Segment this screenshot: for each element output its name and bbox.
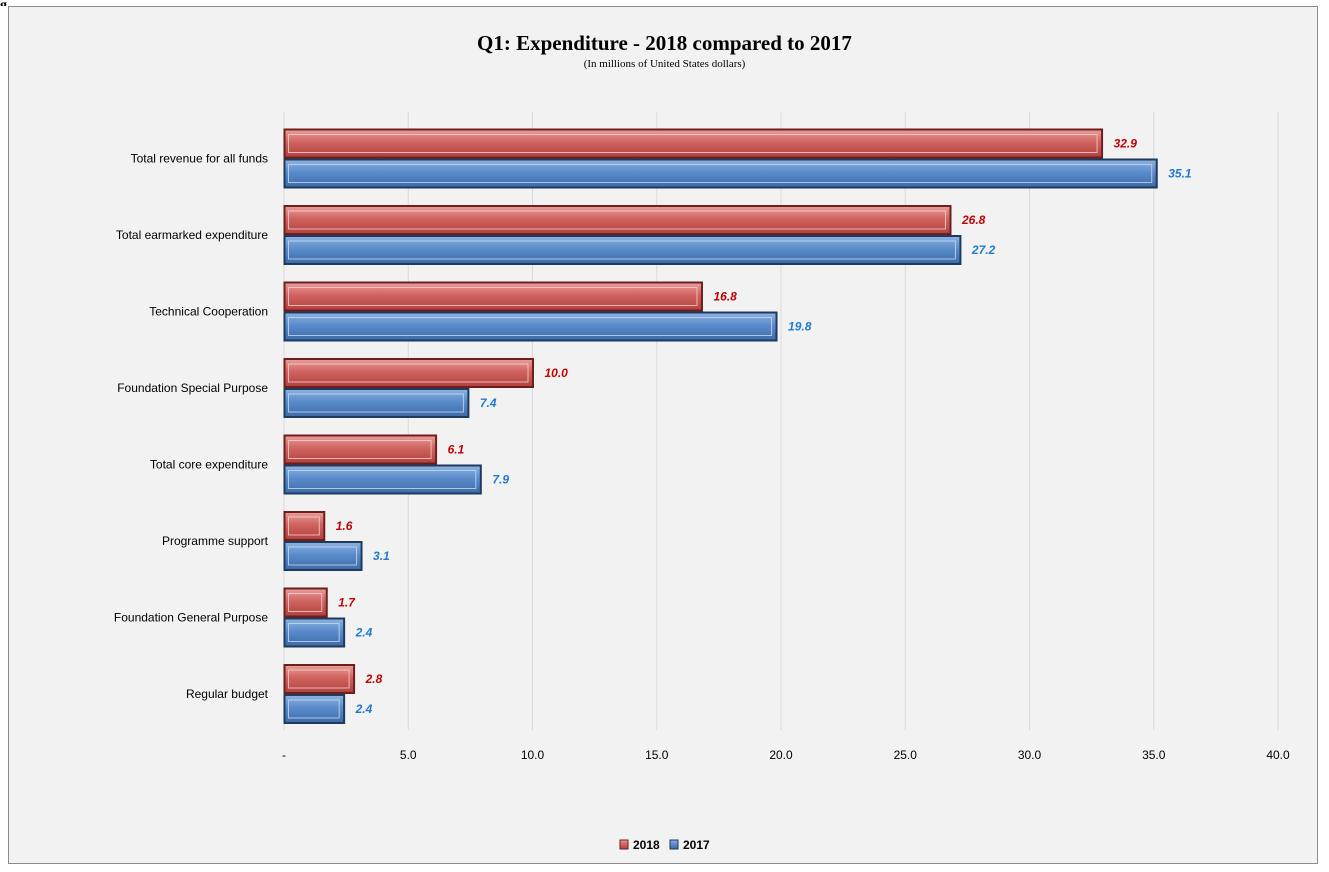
- bar-bevel: [288, 699, 340, 719]
- data-label-2018: 1.6: [336, 519, 353, 533]
- x-tick-label: 15.0: [645, 748, 669, 762]
- x-tick-label: 5.0: [400, 748, 417, 762]
- x-tick-label: 10.0: [521, 748, 545, 762]
- bar-2017: [283, 158, 1158, 189]
- bar-bevel: [288, 164, 1153, 183]
- bar-bevel: [288, 470, 477, 489]
- x-tick-label: 30.0: [1018, 748, 1042, 762]
- bar-2017: [283, 617, 346, 648]
- bar-bevel: [288, 623, 340, 642]
- category-label: Regular budget: [186, 687, 269, 701]
- bar-2018: [283, 664, 356, 694]
- legend-label-2018: 2018: [633, 838, 660, 852]
- data-label-2018: 2.8: [365, 672, 383, 686]
- data-label-2017: 2.4: [355, 702, 373, 716]
- category-label: Total revenue for all funds: [131, 152, 268, 166]
- data-label-2017: 19.8: [788, 320, 812, 334]
- bar-2018: [283, 511, 326, 541]
- bar-2018: [283, 205, 952, 235]
- category-label: Foundation Special Purpose: [117, 381, 268, 395]
- data-label-2017: 2.4: [355, 626, 373, 640]
- category-label: Total earmarked expenditure: [116, 228, 268, 242]
- x-tick-label: 25.0: [894, 748, 918, 762]
- bar-2017: [283, 541, 363, 571]
- x-tick-label: 20.0: [769, 748, 793, 762]
- chart-title: Q1: Expenditure - 2018 compared to 2017: [477, 31, 852, 55]
- bar-bevel: [288, 393, 464, 413]
- chart-subtitle: (In millions of United States dollars): [583, 58, 746, 70]
- bar-2018: [283, 587, 328, 618]
- bar-2018: [283, 358, 534, 388]
- data-label-2018: 10.0: [545, 366, 569, 380]
- bar-2017: [283, 694, 346, 724]
- category-label: Total core expenditure: [150, 458, 268, 472]
- data-label-2018: 16.8: [713, 290, 737, 304]
- bar-bevel: [288, 317, 773, 336]
- bars: [283, 128, 1158, 724]
- data-label-2018: 6.1: [448, 443, 465, 457]
- corner-mark: g: [0, 0, 7, 6]
- legend-label-2017: 2017: [683, 838, 710, 852]
- category-label: Programme support: [162, 534, 269, 548]
- bar-bevel: [288, 210, 946, 230]
- bar-2017: [283, 464, 482, 495]
- bar-2017: [283, 388, 470, 418]
- data-label-2017: 7.9: [492, 473, 509, 487]
- category-label: Foundation General Purpose: [114, 611, 268, 625]
- data-label-2017: 7.4: [480, 396, 497, 410]
- bar-bevel: [288, 516, 320, 536]
- legend-swatch-2017: [669, 839, 679, 850]
- bar-bevel: [288, 287, 698, 306]
- bar-bevel: [288, 593, 323, 612]
- data-label-2017: 27.2: [971, 243, 996, 257]
- gridlines: [283, 112, 1279, 730]
- labels: - 5.0 10.0 15.0 20.0 25.0 30.0 35.0 40.0 Total re…: [114, 137, 1290, 763]
- data-label-2018: 32.9: [1114, 137, 1138, 151]
- bar-bevel: [288, 440, 432, 459]
- bar-2018: [283, 128, 1104, 159]
- x-tick-label: -: [282, 748, 286, 762]
- bar-2018: [283, 281, 703, 312]
- bar-bevel: [288, 546, 358, 566]
- bar-bevel: [288, 669, 350, 689]
- bar-bevel: [288, 363, 529, 383]
- data-label-2018: 26.8: [961, 213, 986, 227]
- bar-bevel: [288, 240, 956, 260]
- bar-bevel: [288, 134, 1098, 153]
- bar-2017: [283, 311, 778, 342]
- legend: 2018 2017: [619, 838, 710, 852]
- legend-swatch-2018: [619, 839, 629, 850]
- data-label-2017: 35.1: [1168, 167, 1192, 181]
- data-label-2018: 1.7: [338, 596, 356, 610]
- bar-2018: [283, 434, 438, 465]
- data-label-2017: 3.1: [373, 549, 390, 563]
- category-label: Technical Cooperation: [149, 305, 268, 319]
- bar-2017: [283, 235, 962, 265]
- x-tick-label: 35.0: [1142, 748, 1166, 762]
- x-tick-label: 40.0: [1266, 748, 1290, 762]
